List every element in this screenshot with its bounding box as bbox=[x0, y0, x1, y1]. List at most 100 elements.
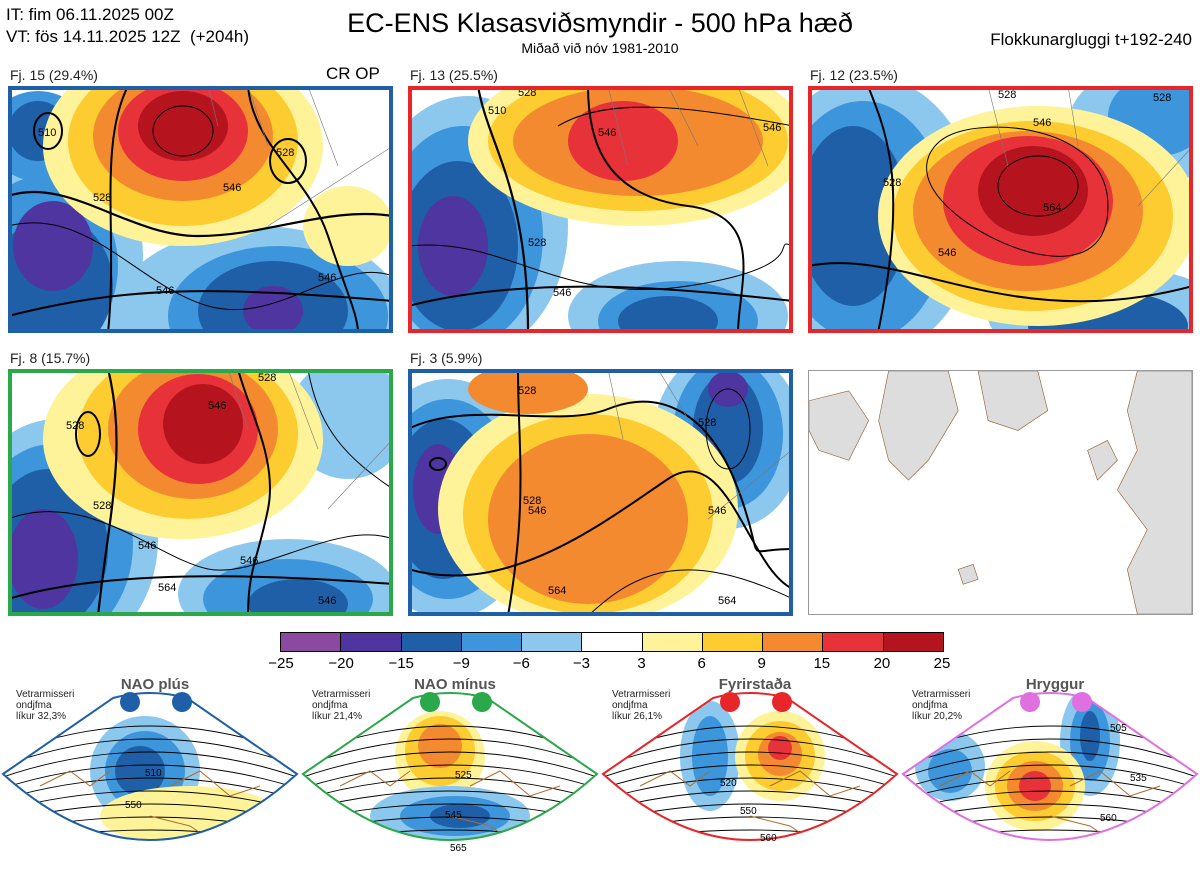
frame bbox=[408, 86, 793, 333]
contour-label: 528 bbox=[883, 177, 901, 189]
colorbar-tick-label: 25 bbox=[933, 655, 951, 672]
colorbar bbox=[280, 632, 944, 652]
contour-label: 564 bbox=[158, 582, 176, 594]
colorbar-tick-label: 9 bbox=[757, 655, 766, 672]
colorbar-segment bbox=[281, 633, 341, 651]
regime-contour-label: 550 bbox=[740, 806, 757, 817]
regime-title: Hryggur bbox=[1025, 676, 1085, 693]
contour-label: 528 bbox=[998, 89, 1016, 101]
regime-contour-label: 510 bbox=[145, 768, 162, 779]
issue-time: IT: fim 06.11.2025 00Z bbox=[6, 5, 174, 24]
regime-marker bbox=[472, 692, 492, 712]
regime-contour-label: 560 bbox=[1100, 813, 1117, 824]
colorbar-tick-label: −15 bbox=[388, 655, 414, 672]
colorbar-segment bbox=[400, 633, 461, 651]
regime-contour-label: 520 bbox=[720, 778, 737, 789]
colorbar-tick-label: −9 bbox=[452, 655, 470, 672]
contour-label: 528 bbox=[518, 385, 536, 397]
page-subtitle: Miðað við nóv 1981-2010 bbox=[521, 40, 679, 56]
contour-label: 510 bbox=[488, 105, 506, 117]
page-title: EC-ENS Klasasviðsmyndir - 500 hPa hæð bbox=[347, 8, 853, 38]
colorbar-tick-label: −6 bbox=[512, 655, 530, 672]
contour-label: 528 bbox=[518, 87, 536, 99]
contour-label: 528 bbox=[1153, 92, 1171, 104]
cluster-map-2[interactable]: 528 510 546 528 546 546 bbox=[408, 86, 793, 333]
contour-label: 546 bbox=[1033, 117, 1051, 129]
regime-marker bbox=[120, 692, 140, 712]
regime-map-4[interactable]: 505 535 560 Hryggur Vetrarmisseri ondjfma líku… bbox=[900, 676, 1200, 871]
regime-title: NAO mínus bbox=[414, 676, 496, 693]
cluster-map-5[interactable]: 528 528 546 546 564 564 528 bbox=[408, 369, 793, 616]
valid-time: VT: fös 14.11.2025 12Z (+204h) bbox=[6, 27, 250, 46]
regime-title: NAO plús bbox=[120, 676, 190, 693]
colorbar-segment bbox=[460, 633, 522, 651]
colorbar-tick-label: −25 bbox=[268, 655, 294, 672]
frame bbox=[408, 369, 793, 616]
regime-marker bbox=[1072, 692, 1092, 712]
contour-label: 546 bbox=[208, 400, 226, 412]
colorbar-tick-label: −20 bbox=[328, 655, 354, 672]
regime-marker bbox=[772, 692, 792, 712]
contour-label: 546 bbox=[763, 122, 781, 134]
regime-marker bbox=[420, 692, 440, 712]
cluster-map-4[interactable]: 528 546 528 546 564 546 546 528 bbox=[8, 369, 393, 616]
colorbar-tick-label: 6 bbox=[697, 655, 706, 672]
colorbar-segment bbox=[340, 633, 401, 651]
regime-contour-label: 505 bbox=[1110, 723, 1127, 734]
colorbar-segment bbox=[701, 633, 763, 651]
contour-label: 546 bbox=[318, 595, 336, 607]
contour-label: 546 bbox=[156, 285, 174, 297]
cluster-map-1[interactable]: 510 528 546 528 546 546 bbox=[8, 86, 393, 333]
colorbar-segment bbox=[641, 633, 702, 651]
colorbar-tick-label: 20 bbox=[873, 655, 891, 672]
regime-contour-label: 535 bbox=[1130, 773, 1147, 784]
contour-label: 546 bbox=[223, 182, 241, 194]
contour-label: 528 bbox=[66, 420, 84, 432]
contour-label: 546 bbox=[553, 287, 571, 299]
regime-contour-label: 550 bbox=[125, 800, 142, 811]
colorbar-tick-label: −3 bbox=[572, 655, 590, 672]
reference-map[interactable] bbox=[808, 370, 1193, 615]
regime-contour-label: 565 bbox=[450, 843, 467, 854]
contour-label: 546 bbox=[138, 540, 156, 552]
colorbar-segment bbox=[882, 633, 943, 651]
panel-label-2: Fj. 13 (25.5%) bbox=[410, 67, 498, 83]
contour-label: 546 bbox=[598, 127, 616, 139]
contour-label: 564 bbox=[718, 595, 736, 607]
contour-label: 546 bbox=[318, 272, 336, 284]
contour-label: 528 bbox=[528, 237, 546, 249]
regime-map-2[interactable]: 525 545 565 NAO mínus Vetrarmisseri ondjfma lí… bbox=[300, 676, 600, 871]
regime-contour-label: 560 bbox=[760, 833, 777, 844]
contour-label: 546 bbox=[708, 505, 726, 517]
frame bbox=[808, 86, 1193, 333]
regime-note: Vetrarmisseri ondjfma líkur 32,3% bbox=[16, 689, 75, 722]
regime-map-1[interactable]: 510 550 NAO plús Vetrarmisseri ondjfma líkur … bbox=[0, 676, 300, 871]
panel-label-1: Fj. 15 (29.4%) bbox=[10, 67, 98, 83]
contour-label: 528 bbox=[258, 372, 276, 384]
op-label: CR OP bbox=[326, 64, 380, 83]
regime-note: Vetrarmisseri ondjfma líkur 26,1% bbox=[612, 689, 671, 722]
panel-label-3: Fj. 12 (23.5%) bbox=[810, 67, 898, 83]
panel-label-5: Fj. 3 (5.9%) bbox=[410, 350, 483, 366]
header-info: IT: fim 06.11.2025 00Z VT: fös 14.11.202… bbox=[6, 4, 249, 48]
contour-label: 564 bbox=[1043, 202, 1061, 214]
contour-label: 528 bbox=[93, 192, 111, 204]
classification-window: Flokkunargluggi t+192-240 bbox=[990, 30, 1192, 49]
regime-marker bbox=[720, 692, 740, 712]
colorbar-segment bbox=[581, 633, 642, 651]
regime-title: Fyrirstaða bbox=[718, 676, 792, 693]
colorbar-segment bbox=[521, 633, 582, 651]
cluster-map-3[interactable]: 528 546 564 528 546 528 bbox=[808, 86, 1193, 333]
contour-label: 510 bbox=[38, 127, 56, 139]
contour-label: 546 bbox=[240, 555, 258, 567]
contour-label: 528 bbox=[523, 495, 541, 507]
regime-contour-label: 525 bbox=[455, 770, 472, 781]
colorbar-segment bbox=[762, 633, 823, 651]
frame bbox=[8, 369, 393, 616]
regime-note: Vetrarmisseri ondjfma líkur 21,4% bbox=[312, 689, 371, 722]
regime-contour-label: 545 bbox=[445, 810, 462, 821]
colorbar-tick-label: 3 bbox=[637, 655, 646, 672]
regime-map-3[interactable]: 520 550 560 Fyrirstaða Vetrarmisseri ondjfma l… bbox=[600, 676, 900, 871]
contour-label: 546 bbox=[938, 247, 956, 259]
colorbar-segment bbox=[822, 633, 883, 651]
